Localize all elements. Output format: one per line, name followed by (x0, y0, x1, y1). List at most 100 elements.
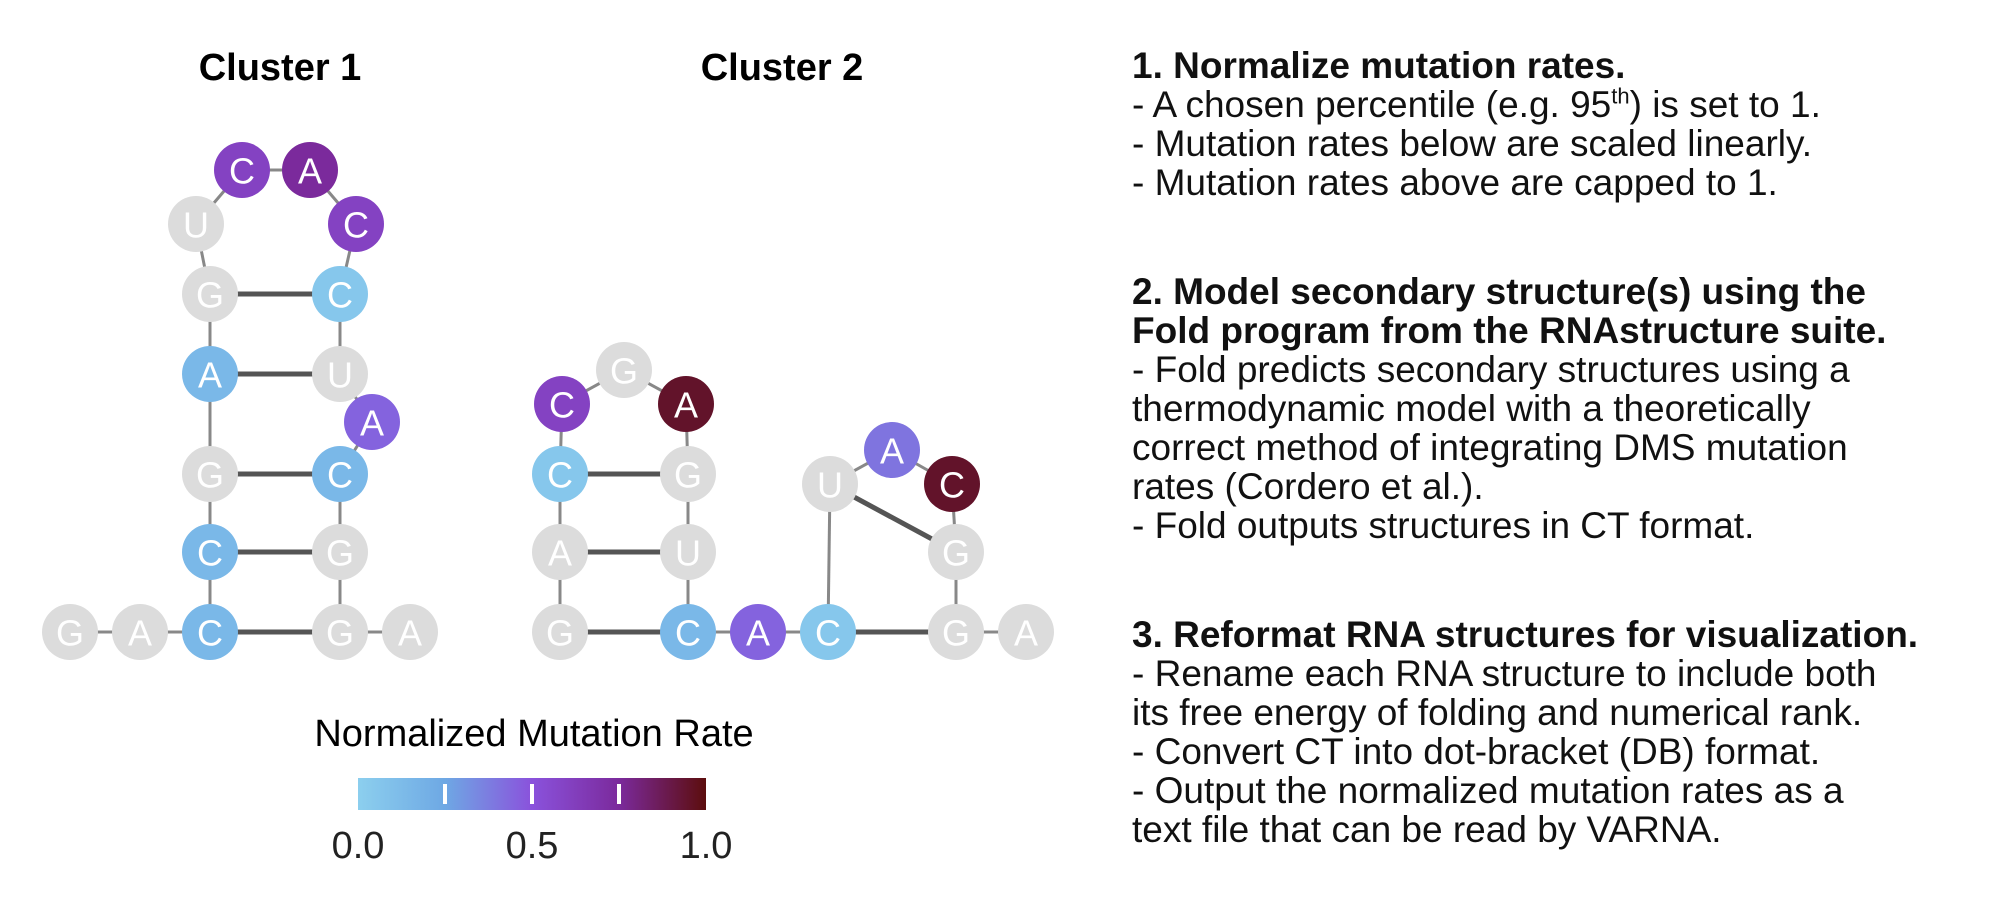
nucleotide-circle (928, 524, 984, 580)
nucleotide-circle (112, 604, 168, 660)
step-1-line-2: - Mutation rates below are scaled linear… (1132, 123, 1813, 164)
legend-title: Normalized Mutation Rate (314, 713, 753, 755)
nucleotide-label: A (1014, 613, 1038, 654)
step-2: 2. Model secondary structure(s) using th… (1132, 272, 1992, 545)
nucleotide-circle (312, 446, 368, 502)
nucleotide-label: C (197, 613, 223, 654)
nucleotide-c11: C (328, 196, 384, 252)
nucleotide-circle (282, 142, 338, 198)
nucleotide-label: C (327, 455, 353, 496)
nucleotide-circle (660, 604, 716, 660)
nucleotide-c4: C (182, 524, 238, 580)
step-2-title-line-1: 2. Model secondary structure(s) using th… (1132, 271, 1866, 312)
step-1-line-1-text: - A chosen percentile (e.g. 95 (1132, 84, 1612, 125)
nucleotide-c11: C (800, 604, 856, 660)
nucleotide-g1: G (532, 604, 588, 660)
nucleotide-u8: U (660, 524, 716, 580)
legend-tick-label: 0.0 (332, 825, 385, 867)
nucleotide-c12: C (312, 266, 368, 322)
step-1-line-3: - Mutation rates above are capped to 1. (1132, 162, 1778, 203)
step-1: 1. Normalize mutation rates. - A chosen … (1132, 46, 1992, 202)
nucleotide-a6: A (658, 376, 714, 432)
nucleotide-circle (800, 604, 856, 660)
nucleotide-a10: A (730, 604, 786, 660)
nucleotide-label: G (942, 613, 970, 654)
legend-tick-label: 0.5 (506, 825, 559, 867)
nucleotide-circle (864, 422, 920, 478)
nucleotide-label: A (198, 355, 222, 396)
step-2-title-line-2: Fold program from the RNAstructure suite… (1132, 310, 1887, 351)
nucleotide-g5: G (596, 342, 652, 398)
nucleotide-circle (660, 524, 716, 580)
nucleotide-g5: G (182, 446, 238, 502)
nucleotide-label: C (815, 613, 841, 654)
nucleotide-label: G (674, 455, 702, 496)
step-3: 3. Reformat RNA structures for visualiza… (1132, 615, 1992, 849)
nucleotide-circle (532, 524, 588, 580)
nucleotide-circle (928, 604, 984, 660)
nucleotide-c15: C (312, 446, 368, 502)
nucleotide-circle (532, 446, 588, 502)
nucleotide-label: A (746, 613, 770, 654)
nucleotide-label: C (343, 205, 369, 246)
nucleotide-c9: C (214, 142, 270, 198)
nucleotide-circle (182, 604, 238, 660)
step-3-line-5: text file that can be read by VARNA. (1132, 809, 1722, 850)
nucleotide-u8: U (168, 196, 224, 252)
nucleotide-c4: C (534, 376, 590, 432)
nucleotide-g7: G (182, 266, 238, 322)
step-1-superscript: th (1611, 83, 1630, 109)
nucleotide-a13: A (864, 422, 920, 478)
nucleotide-circle (312, 524, 368, 580)
nucleotide-label: A (880, 431, 904, 472)
nucleotide-a10: A (282, 142, 338, 198)
nucleotide-circle (168, 196, 224, 252)
nucleotide-label: C (197, 533, 223, 574)
nucleotide-g15: G (928, 524, 984, 580)
nucleotide-label: C (327, 275, 353, 316)
nucleotide-circle (312, 346, 368, 402)
nucleotide-label: A (674, 385, 698, 426)
nucleotide-label: G (942, 533, 970, 574)
step-2-line-2: thermodynamic model with a theoretically (1132, 388, 1811, 429)
nucleotide-g17: G (312, 604, 368, 660)
nucleotide-circle (924, 456, 980, 512)
nucleotide-label: C (547, 455, 573, 496)
step-1-line-1: - A chosen percentile (e.g. 95th) is set… (1132, 85, 1992, 124)
nucleotide-circle (532, 604, 588, 660)
legend-tick-label: 1.0 (680, 825, 733, 867)
nucleotide-label: C (939, 465, 965, 506)
step-3-line-3: - Convert CT into dot-bracket (DB) forma… (1132, 731, 1821, 772)
nucleotide-label: U (817, 465, 843, 506)
nucleotide-label: A (128, 613, 152, 654)
nucleotide-c3: C (532, 446, 588, 502)
nucleotide-label: G (610, 351, 638, 392)
nucleotide-circle (802, 456, 858, 512)
step-3-line-2: its free energy of folding and numerical… (1132, 692, 1863, 733)
step-2-line-1: - Fold predicts secondary structures usi… (1132, 349, 1850, 390)
nucleotide-a18: A (382, 604, 438, 660)
cluster-2-title: Cluster 2 (701, 47, 864, 89)
nucleotide-circle (312, 604, 368, 660)
color-scale-legend: Normalized Mutation Rate 0.0 0.5 1.0 (314, 713, 753, 867)
step-3-line-1: - Rename each RNA structure to include b… (1132, 653, 1877, 694)
nucleotide-circle (42, 604, 98, 660)
nucleotide-label: A (360, 403, 384, 444)
nucleotide-circle (214, 142, 270, 198)
step-3-title: 3. Reformat RNA structures for visualiza… (1132, 614, 1919, 655)
nucleotide-g16: G (312, 524, 368, 580)
nucleotide-a2: A (112, 604, 168, 660)
nucleotide-circle (328, 196, 384, 252)
nucleotide-label: A (298, 151, 322, 192)
step-2-line-3: correct method of integrating DMS mutati… (1132, 427, 1848, 468)
step-1-line-1-end: ) is set to 1. (1629, 84, 1821, 125)
nucleotide-circle (382, 604, 438, 660)
nucleotide-g7: G (660, 446, 716, 502)
nucleotide-label: G (196, 275, 224, 316)
nucleotide-a2: A (532, 524, 588, 580)
nucleotide-c9: C (660, 604, 716, 660)
nucleotide-circle (534, 376, 590, 432)
